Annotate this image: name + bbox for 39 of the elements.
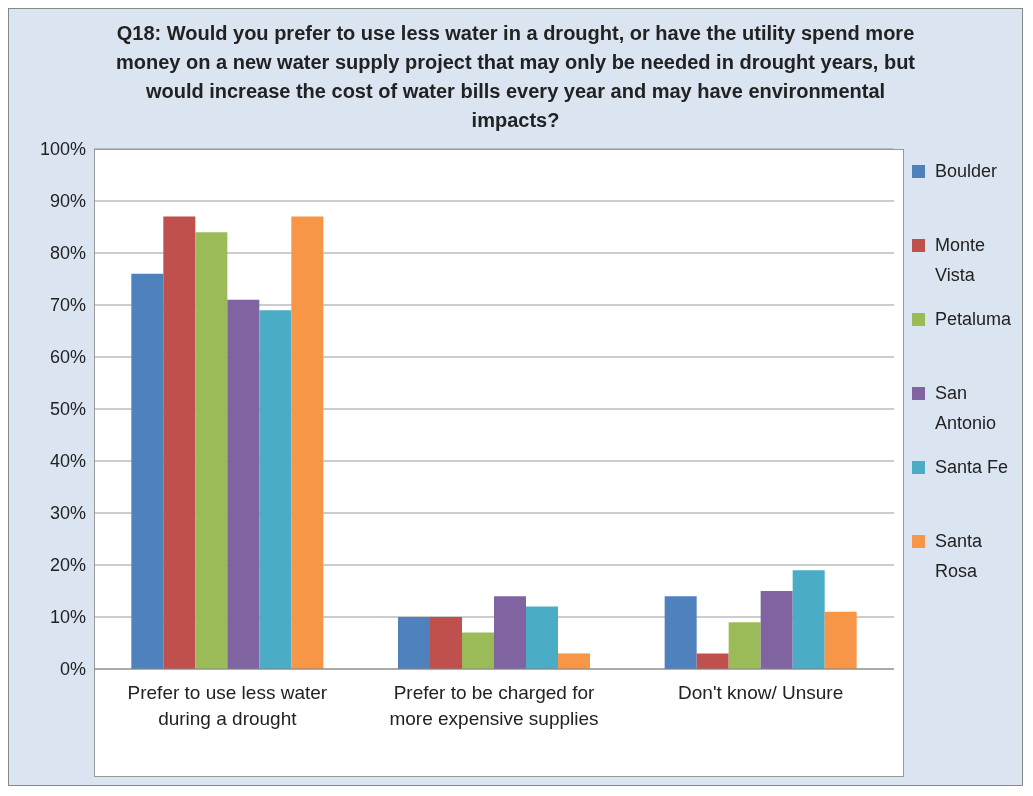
bar	[558, 653, 590, 669]
bar	[824, 611, 857, 669]
bar	[163, 216, 196, 669]
bar	[398, 617, 430, 669]
y-tick-label: 40%	[49, 451, 86, 472]
y-tick-label: 20%	[49, 555, 86, 576]
legend-label: San Antonio	[935, 382, 998, 435]
y-tick-label: 80%	[49, 243, 86, 264]
bar	[792, 570, 825, 669]
y-tick-label: 90%	[49, 191, 86, 212]
x-tick-label: Prefer to use less water during a drought	[127, 682, 328, 729]
y-tick-label: 30%	[49, 503, 86, 524]
bar	[728, 622, 761, 669]
bar	[696, 653, 729, 669]
bar	[430, 617, 462, 669]
bar	[526, 606, 558, 669]
y-tick-label: 0%	[59, 659, 86, 680]
y-tick-label: 100%	[39, 139, 86, 160]
bar	[664, 596, 697, 669]
legend-label: Boulder	[935, 160, 999, 183]
legend-label: Petaluma	[935, 308, 1013, 331]
bar	[291, 216, 324, 669]
y-tick-label: 10%	[49, 607, 86, 628]
chart-title: Q18: Would you prefer to use less water in a drought, or have the utility spend more money on a new water supply project that may only be needed in drought years, but would increase the cost of water bills every year and may have environmental impacts?	[114, 21, 916, 133]
bar	[227, 299, 260, 669]
bar	[462, 632, 494, 669]
y-tick-label: 50%	[49, 399, 86, 420]
bar	[494, 596, 526, 669]
bar	[259, 310, 292, 669]
y-tick-label: 70%	[49, 295, 86, 316]
legend-label: Santa Fe	[935, 456, 1010, 479]
legend-label: Santa Rosa	[935, 530, 984, 583]
x-tick-label: Don't know/ Unsure	[678, 682, 844, 703]
bar	[760, 591, 793, 669]
bar	[131, 273, 164, 669]
y-tick-label: 60%	[49, 347, 86, 368]
bar	[195, 232, 228, 669]
legend-label: Monte Vista	[935, 234, 987, 287]
x-tick-label: Prefer to be charged for more expensive supplies	[389, 682, 599, 729]
